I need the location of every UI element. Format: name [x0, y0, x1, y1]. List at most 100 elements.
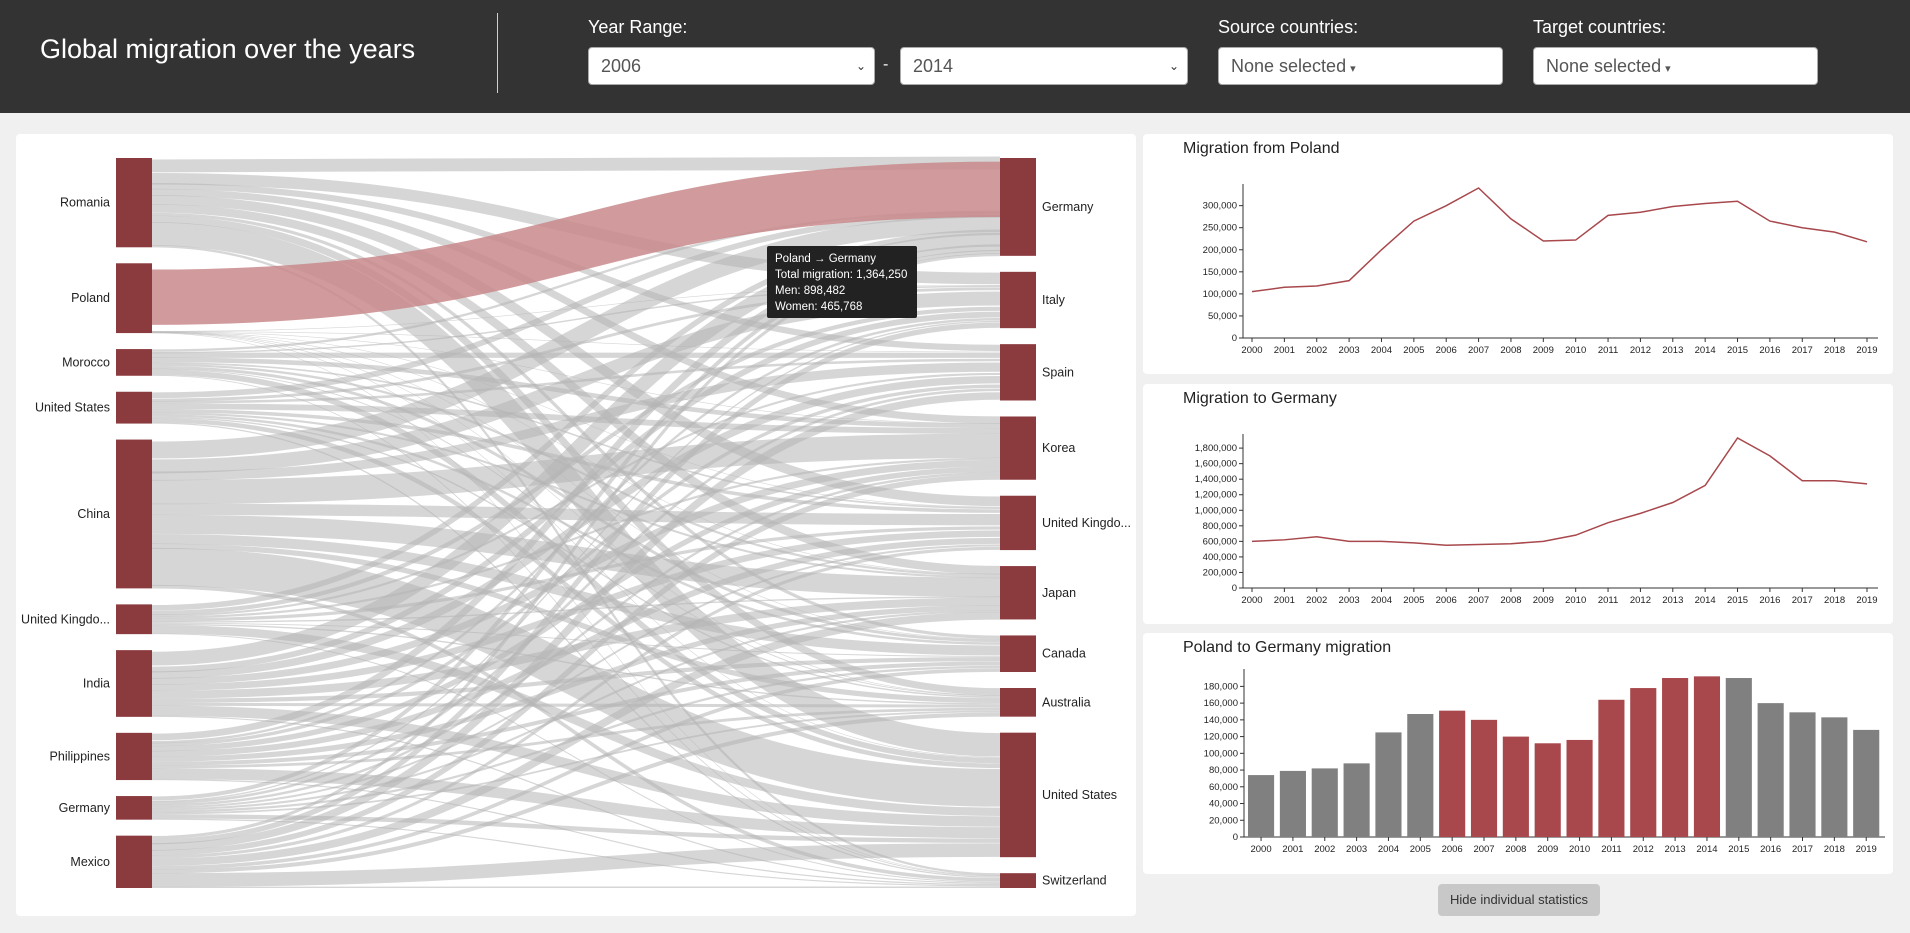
sankey-link[interactable]	[151, 503, 1001, 526]
target-node[interactable]	[1000, 635, 1036, 673]
sankey-link[interactable]	[151, 466, 1001, 752]
x-tick-label: 2005	[1410, 844, 1431, 855]
sankey-link[interactable]	[151, 474, 1001, 856]
bar[interactable]	[1566, 739, 1593, 837]
sankey-link[interactable]	[151, 768, 1001, 839]
source-node[interactable]	[116, 650, 152, 717]
bar[interactable]	[1757, 703, 1784, 837]
sankey-link[interactable]	[151, 471, 1001, 807]
sankey-link[interactable]	[151, 514, 1001, 597]
sankey-link[interactable]	[151, 544, 1001, 809]
sankey-link[interactable]	[151, 605, 1001, 762]
sankey-link[interactable]	[151, 657, 1001, 703]
source-node-label: China	[77, 507, 110, 521]
sankey-link[interactable]	[151, 392, 1001, 851]
sankey-link[interactable]	[151, 388, 1001, 805]
x-tick-label: 2016	[1760, 844, 1781, 855]
bar[interactable]	[1598, 699, 1625, 837]
sankey-link[interactable]	[151, 712, 1001, 874]
target-node[interactable]	[1000, 495, 1036, 551]
x-tick-label: 2000	[1241, 595, 1262, 606]
bar[interactable]	[1534, 743, 1561, 837]
source-node[interactable]	[116, 732, 152, 781]
bar[interactable]	[1375, 732, 1402, 837]
source-node[interactable]	[116, 391, 152, 424]
target-node[interactable]	[1000, 416, 1036, 480]
sankey-link[interactable]	[151, 332, 1001, 640]
target-node[interactable]	[1000, 566, 1036, 620]
bars: 2000 2001 2002 2003 2004 2005 2006 2007 2008 2009…	[1248, 676, 1880, 855]
bar[interactable]	[1789, 712, 1816, 837]
sankey-link[interactable]	[151, 156, 1001, 173]
sankey-link[interactable]	[151, 320, 1001, 803]
source-node[interactable]	[116, 158, 152, 248]
target-node-label: Canada	[1042, 647, 1086, 661]
x-tick-label: 2000	[1250, 844, 1271, 855]
bar[interactable]	[1630, 688, 1657, 837]
source-node[interactable]	[116, 439, 152, 589]
hide-statistics-button[interactable]: Hide individual statistics	[1438, 884, 1600, 916]
x-tick-label: 2009	[1533, 595, 1554, 606]
source-node[interactable]	[116, 349, 152, 376]
target-node[interactable]	[1000, 873, 1036, 888]
bar[interactable]	[1662, 678, 1689, 837]
bar[interactable]	[1693, 676, 1721, 837]
source-node-label: India	[83, 676, 110, 690]
bar[interactable]	[1439, 710, 1466, 837]
sankey-link[interactable]	[151, 710, 1001, 815]
bar[interactable]	[1248, 775, 1275, 837]
x-tick-label: 2006	[1442, 844, 1463, 855]
year-to-select[interactable]: 2014 ⌄	[900, 47, 1188, 85]
sankey-link[interactable]	[151, 610, 1001, 811]
source-node[interactable]	[116, 835, 152, 888]
target-node-label: Spain	[1042, 365, 1074, 379]
target-node[interactable]	[1000, 344, 1036, 401]
bar[interactable]	[1279, 770, 1306, 837]
sankey-link[interactable]	[151, 668, 1001, 870]
target-countries-dropdown[interactable]: None selected ▾	[1533, 47, 1818, 85]
y-tick-label: 1,400,000	[1195, 474, 1237, 485]
sankey-link[interactable]	[151, 322, 1001, 845]
sankey-link[interactable]	[151, 702, 1001, 708]
sankey-link[interactable]	[151, 843, 1001, 887]
bar[interactable]	[1725, 678, 1752, 837]
source-countries-dropdown[interactable]: None selected ▾	[1218, 47, 1503, 85]
source-node[interactable]	[116, 796, 152, 820]
bar[interactable]	[1407, 714, 1434, 837]
target-node-label: United Kingdo...	[1042, 516, 1131, 530]
sankey-link[interactable]	[151, 306, 1001, 616]
bar[interactable]	[1821, 717, 1848, 837]
bar[interactable]	[1343, 763, 1370, 837]
sankey-link[interactable]	[151, 384, 1001, 747]
sankey-link[interactable]	[151, 211, 1001, 399]
target-node[interactable]	[1000, 732, 1036, 858]
sankey-link[interactable]	[151, 661, 1001, 766]
y-tick-label: 80,000	[1209, 765, 1238, 776]
sankey-link[interactable]	[151, 459, 1001, 685]
bar[interactable]	[1311, 768, 1338, 837]
target-node[interactable]	[1000, 688, 1036, 717]
bar[interactable]	[1502, 736, 1529, 837]
year-from-select[interactable]: 2006 ⌄	[588, 47, 875, 85]
chart-title: Migration to Germany	[1183, 390, 1337, 407]
series-line	[1251, 187, 1868, 293]
sankey-link[interactable]	[151, 215, 1001, 459]
x-tick-label: 2016	[1759, 345, 1780, 356]
sankey-link[interactable]	[151, 546, 1001, 859]
bar[interactable]	[1853, 729, 1880, 837]
target-node[interactable]	[1000, 158, 1036, 256]
x-tick-label: 2013	[1665, 844, 1686, 855]
sankey-link[interactable]	[151, 318, 1001, 744]
sankey-link[interactable]	[151, 457, 1001, 619]
sankey-link[interactable]	[151, 584, 1001, 882]
sankey-link[interactable]	[151, 433, 1001, 505]
source-node[interactable]	[116, 604, 152, 635]
target-node[interactable]	[1000, 271, 1036, 329]
x-tick-label: 2012	[1633, 844, 1654, 855]
chevron-down-icon: ⌄	[855, 59, 866, 73]
source-node[interactable]	[116, 263, 152, 334]
highlighted-link[interactable]	[151, 161, 1001, 325]
sankey-link[interactable]	[151, 611, 1001, 867]
bar[interactable]	[1470, 719, 1498, 837]
sankey-link[interactable]	[151, 537, 1001, 757]
